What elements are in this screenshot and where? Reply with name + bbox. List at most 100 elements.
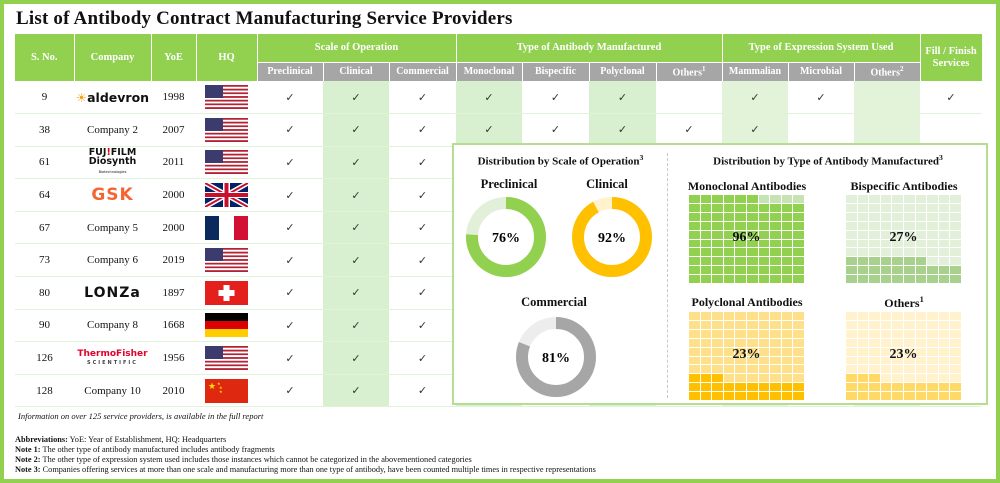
waffle-cell <box>747 221 758 230</box>
waffle-cell <box>723 356 735 365</box>
waffle-cell <box>915 212 927 221</box>
waffle-cell <box>781 365 793 374</box>
waffle-cell <box>781 320 793 329</box>
check-icon: ✓ <box>617 124 628 137</box>
col-sno: S. No. <box>15 34 75 81</box>
waffle-cell <box>904 356 915 365</box>
cell-check: ✓ <box>323 146 389 180</box>
waffle-cell <box>869 257 880 266</box>
waffle-cell <box>689 356 700 365</box>
company-logo-thermofisher: ThermoFisher SCIENTIFIC <box>77 348 148 366</box>
waffle-cell <box>712 312 723 320</box>
waffle-cell <box>793 338 804 347</box>
cell-check <box>854 113 920 147</box>
waffle-cell <box>747 239 758 248</box>
company-logo-aldevron: ☀aldevron <box>75 89 150 105</box>
waffle-cell <box>723 221 735 230</box>
waffle-cell <box>869 203 880 212</box>
waffle-cell <box>869 248 880 257</box>
waffle-cell <box>904 248 915 257</box>
waffle-cell <box>950 312 961 320</box>
donut-value-segment <box>466 197 546 277</box>
cell-yoe: 1956 <box>151 341 196 375</box>
check-icon: ✓ <box>285 91 295 104</box>
waffle-cell <box>735 221 746 230</box>
company-logo-gsk: GSK <box>91 185 134 206</box>
waffle-cell <box>892 212 903 221</box>
waffle-cell <box>793 275 804 283</box>
waffle-cell <box>793 312 804 320</box>
waffle-cell <box>689 257 700 266</box>
waffle-cell <box>950 239 961 248</box>
waffle-cell <box>904 203 915 212</box>
cell-sno: 9 <box>15 81 74 115</box>
waffle-cell <box>758 392 770 400</box>
flag-usa-icon <box>205 85 248 110</box>
waffle-cell <box>927 356 938 365</box>
waffle-cell <box>747 338 758 347</box>
waffle-cell <box>904 312 915 320</box>
cell-check: ✓ <box>323 374 389 408</box>
check-icon: ✓ <box>351 287 361 300</box>
waffle-cell <box>793 257 804 266</box>
aldevron-sun-icon: ☀ <box>75 89 88 105</box>
waffle-cell <box>781 257 793 266</box>
waffle-cell <box>700 374 712 383</box>
waffle-cell <box>846 392 857 400</box>
cell-company: Company 5 <box>74 211 151 245</box>
waffle-cell <box>758 266 770 275</box>
check-icon: ✓ <box>351 319 361 332</box>
waffle-cell <box>793 356 804 365</box>
waffle-cell <box>904 239 915 248</box>
check-icon: ✓ <box>417 91 428 104</box>
waffle-cell <box>712 365 723 374</box>
waffle-cell <box>846 338 857 347</box>
table-row: 9 ☀aldevron 1998 ✓ ✓ ✓ ✓ ✓ ✓ ✓ ✓ ✓ <box>15 81 982 115</box>
waffle-cell <box>938 365 950 374</box>
waffle-cell <box>758 203 770 212</box>
waffle-cell <box>846 248 857 257</box>
waffle-cell <box>747 347 758 356</box>
waffle-cell <box>880 230 892 239</box>
waffle-cell <box>904 365 915 374</box>
waffle-cell <box>846 312 857 320</box>
waffle-cell <box>950 221 961 230</box>
waffle-cell <box>927 392 938 400</box>
waffle-cell <box>700 230 712 239</box>
waffle-cell <box>747 392 758 400</box>
waffle-cell <box>880 275 892 283</box>
cell-yoe: 2011 <box>151 146 196 180</box>
waffle-cell <box>915 275 927 283</box>
cell-check: ✓ <box>323 341 389 375</box>
waffle-cell <box>915 266 927 275</box>
scale-chart-title: Distribution by Scale of Operation3 <box>477 153 644 168</box>
waffle-cell <box>689 203 700 212</box>
waffle-cell <box>915 356 927 365</box>
waffle-cell <box>904 374 915 383</box>
waffle-cell <box>700 347 712 356</box>
cell-check: ✓ <box>323 309 389 343</box>
check-icon: ✓ <box>417 352 428 365</box>
check-icon: ✓ <box>285 254 295 267</box>
check-icon: ✓ <box>285 319 295 332</box>
company-name: Company 6 <box>86 254 139 267</box>
waffle-cell <box>869 365 880 374</box>
waffle-cell <box>723 383 735 392</box>
waffle-cell <box>915 248 927 257</box>
cell-company: Company 8 <box>74 309 151 343</box>
waffle-cell <box>723 320 735 329</box>
cell-check: ✓ <box>257 309 323 343</box>
cell-sno: 90 <box>15 309 74 343</box>
check-icon: ✓ <box>946 91 956 104</box>
waffle-cell <box>846 195 857 203</box>
waffle-cell <box>950 329 961 338</box>
waffle-cell <box>869 312 880 320</box>
waffle-cell <box>857 338 869 347</box>
waffle-cell <box>892 374 903 383</box>
donut-chart: 76% <box>466 197 546 277</box>
waffle-cell <box>689 329 700 338</box>
waffle-cell <box>892 338 903 347</box>
waffle-cell <box>712 266 723 275</box>
waffle-cell <box>846 221 857 230</box>
waffle-cell <box>689 239 700 248</box>
